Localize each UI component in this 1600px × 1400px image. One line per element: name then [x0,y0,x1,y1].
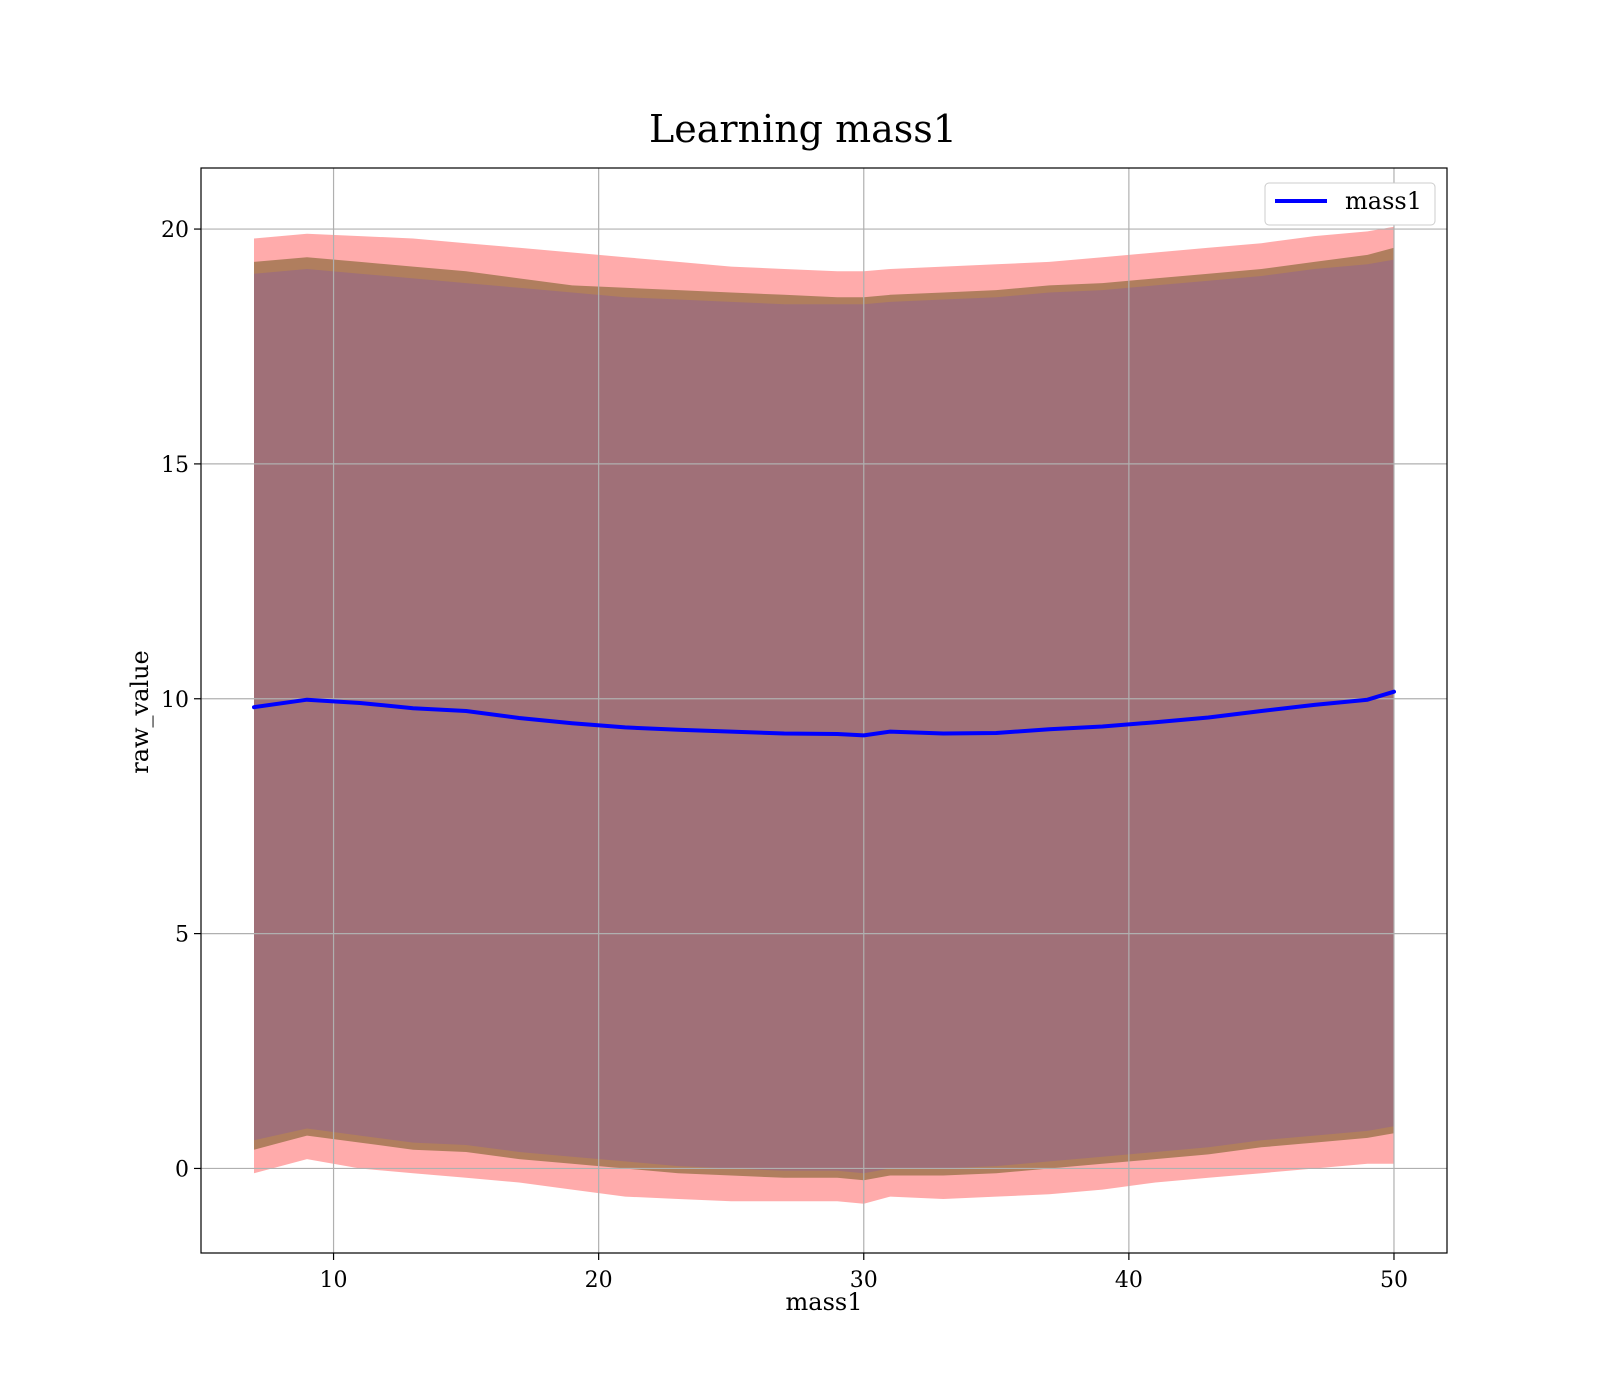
x-tick-label-20: 20 [585,1268,613,1293]
y-tick-label-10: 10 [161,688,189,713]
chart-title: Learning mass1 [649,107,957,151]
y-tick-label-0: 0 [175,1157,189,1182]
y-tick-label-5: 5 [175,923,189,948]
legend-entry-mass1: mass1 [1345,187,1422,215]
legend: mass1 [1264,182,1436,226]
x-tick-label-30: 30 [850,1268,878,1293]
legend-box [1264,182,1436,226]
x-tick-label-10: 10 [320,1268,348,1293]
plot-frame [200,167,1448,1254]
x-tick-label-40: 40 [1115,1268,1143,1293]
band-2 [254,259,1394,1174]
x-axis-label: mass1 [786,1288,863,1316]
y-axis-ticks: 0 5 10 15 20 [161,218,201,1182]
series-line-mass1 [252,689,1396,738]
x-axis-ticks: 10 20 30 40 50 [320,1253,1408,1293]
y-axis-label: raw_value [126,650,154,774]
x-tick-label-50: 50 [1380,1268,1408,1293]
y-tick-label-15: 15 [161,453,189,478]
grid [201,168,1447,1253]
series-lines [252,689,1396,738]
confidence-bands [254,226,1394,1204]
y-tick-label-20: 20 [161,218,189,243]
